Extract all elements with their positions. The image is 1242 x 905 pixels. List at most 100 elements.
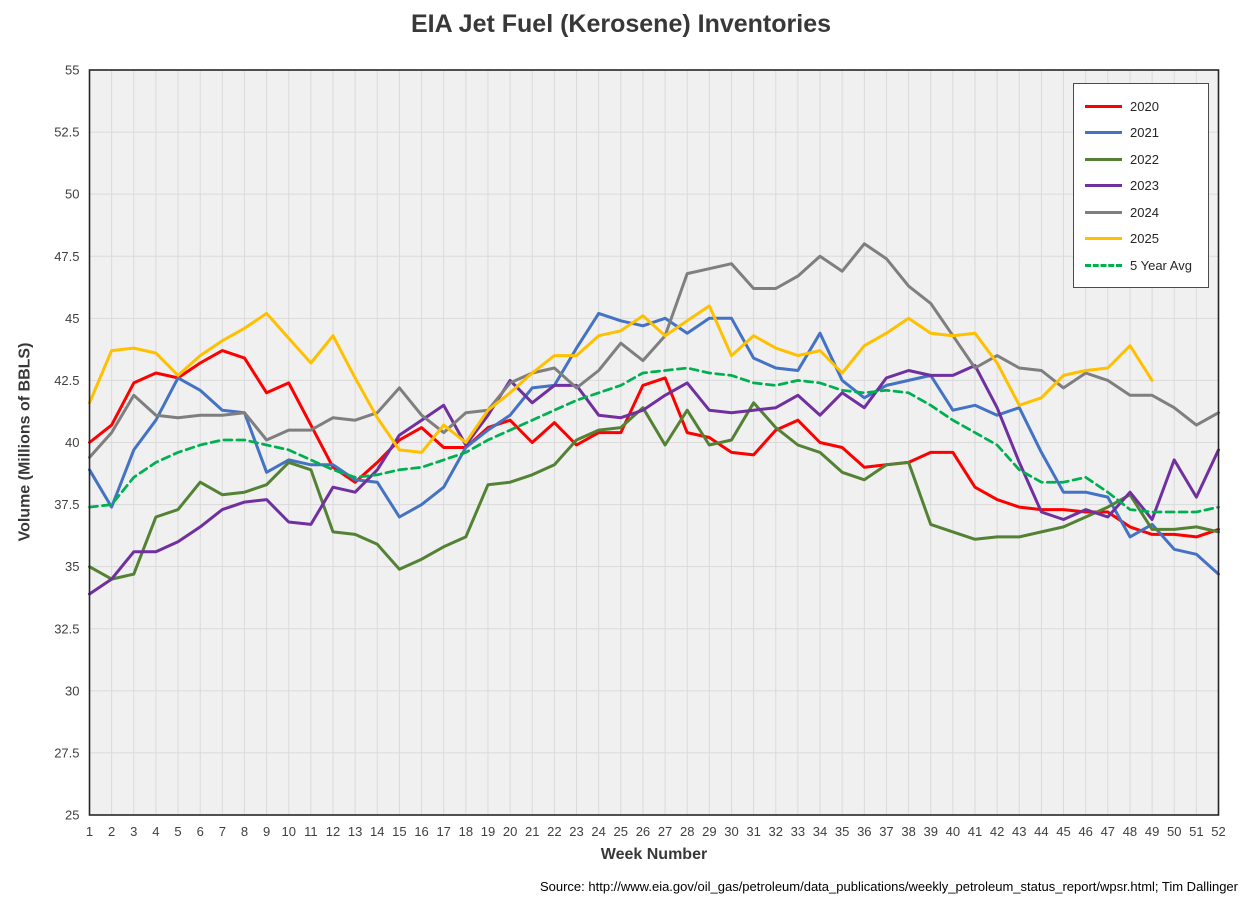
legend-label: 2023 (1130, 178, 1159, 193)
legend-item-2020: 2020 (1085, 99, 1204, 114)
x-tick-label: 1 (86, 824, 93, 839)
x-axis-title: Week Number (600, 846, 708, 863)
x-tick-label: 28 (680, 824, 694, 839)
x-tick-label: 19 (481, 824, 495, 839)
legend-line-swatch (1085, 157, 1122, 161)
x-tick-label: 49 (1145, 824, 1159, 839)
x-tick-label: 45 (1056, 824, 1070, 839)
series-line-2021 (88, 311, 1220, 576)
y-tick-label: 55 (65, 63, 79, 78)
x-tick-label: 12 (326, 824, 340, 839)
legend-item-2021: 2021 (1085, 125, 1204, 140)
x-tick-label: 30 (724, 824, 738, 839)
y-tick-label: 32.5 (54, 621, 79, 636)
x-tick-label: 15 (392, 824, 406, 839)
x-tick-label: 2 (108, 824, 115, 839)
legend-item-2023: 2023 (1085, 178, 1204, 193)
x-tick-label: 10 (282, 824, 296, 839)
x-tick-label: 18 (459, 824, 473, 839)
y-tick-label: 52.5 (54, 125, 79, 140)
series-line-2024 (88, 242, 1220, 459)
x-tick-label: 47 (1101, 824, 1115, 839)
x-tick-label: 50 (1167, 824, 1181, 839)
legend-line-swatch (1085, 263, 1122, 267)
y-tick-label: 25 (65, 808, 79, 823)
x-tick-label: 41 (968, 824, 982, 839)
legend-line-swatch (1085, 104, 1122, 108)
x-tick-label: 36 (857, 824, 871, 839)
x-tick-label: 7 (219, 824, 226, 839)
x-tick-label: 8 (241, 824, 248, 839)
plot-border (88, 69, 1220, 816)
x-tick-label: 35 (835, 824, 849, 839)
legend: 2020 2021 2022 2023 2024 2025 5 Year Avg (1073, 83, 1209, 288)
x-tick-label: 42 (990, 824, 1004, 839)
x-tick-label: 34 (813, 824, 827, 839)
x-tick-label: 11 (304, 824, 318, 839)
series-line-2023 (88, 364, 1220, 596)
series-line-2025 (88, 304, 1154, 454)
legend-line-swatch (1085, 237, 1122, 240)
x-tick-label: 25 (614, 824, 628, 839)
y-tick-label: 40 (65, 435, 79, 450)
legend-item-2022: 2022 (1085, 152, 1204, 167)
x-tick-label: 21 (525, 824, 539, 839)
legend-line-swatch (1085, 210, 1122, 214)
x-tick-label: 48 (1123, 824, 1137, 839)
x-tick-label: 31 (746, 824, 760, 839)
x-tick-label: 6 (197, 824, 204, 839)
legend-label: 2020 (1130, 98, 1159, 114)
series-line-2020 (88, 349, 1220, 539)
y-tick-label: 30 (65, 683, 79, 698)
legend-item-5-year-avg: 5 Year Avg (1085, 258, 1204, 273)
x-tick-label: 27 (658, 824, 672, 839)
legend-label: 5 Year Avg (1130, 257, 1192, 273)
y-tick-label: 47.5 (54, 249, 79, 264)
x-tick-label: 13 (348, 824, 362, 839)
legend-label: 2024 (1130, 204, 1159, 220)
x-tick-label: 9 (263, 824, 270, 839)
x-tick-label: 40 (946, 824, 960, 839)
x-tick-label: 20 (503, 824, 517, 839)
chart-title: EIA Jet Fuel (Kerosene) Inventories (410, 10, 832, 38)
x-tick-label: 46 (1078, 824, 1092, 839)
y-tick-label: 37.5 (54, 497, 79, 512)
legend-label: 2022 (1130, 151, 1159, 167)
legend-label: 2025 (1130, 231, 1159, 246)
legend-item-2025: 2025 (1085, 231, 1204, 246)
x-tick-label: 37 (879, 824, 893, 839)
x-tick-label: 16 (414, 824, 428, 839)
legend-line-swatch (1085, 184, 1122, 187)
x-tick-label: 29 (702, 824, 716, 839)
x-tick-label: 4 (152, 824, 159, 839)
x-tick-label: 39 (923, 824, 937, 839)
x-tick-label: 14 (370, 824, 384, 839)
x-tick-label: 44 (1034, 824, 1048, 839)
x-tick-label: 33 (791, 824, 805, 839)
y-tick-label: 45 (65, 311, 79, 326)
y-tick-label: 42.5 (54, 373, 79, 388)
y-axis-title: Volume (Millions of BBLS) (16, 342, 34, 542)
x-tick-label: 52 (1211, 824, 1225, 839)
x-tick-label: 5 (174, 824, 181, 839)
x-tick-label: 23 (569, 824, 583, 839)
legend-label: 2021 (1130, 125, 1159, 140)
x-tick-label: 32 (769, 824, 783, 839)
x-tick-label: 24 (591, 824, 605, 839)
series-line-5-year-avg (88, 366, 1220, 514)
y-tick-label: 27.5 (54, 745, 79, 760)
series-line-2022 (88, 401, 1220, 581)
x-tick-label: 38 (901, 824, 915, 839)
x-tick-label: 22 (547, 824, 561, 839)
x-tick-label: 17 (436, 824, 450, 839)
legend-line-swatch (1085, 131, 1122, 134)
x-tick-label: 3 (130, 824, 137, 839)
legend-item-2024: 2024 (1085, 205, 1204, 220)
source-citation: Source: http://www.eia.gov/oil_gas/petro… (539, 879, 1238, 894)
x-tick-label: 43 (1012, 824, 1026, 839)
x-tick-label: 26 (636, 824, 650, 839)
y-tick-label: 50 (65, 187, 79, 202)
x-tick-label: 51 (1189, 824, 1203, 839)
